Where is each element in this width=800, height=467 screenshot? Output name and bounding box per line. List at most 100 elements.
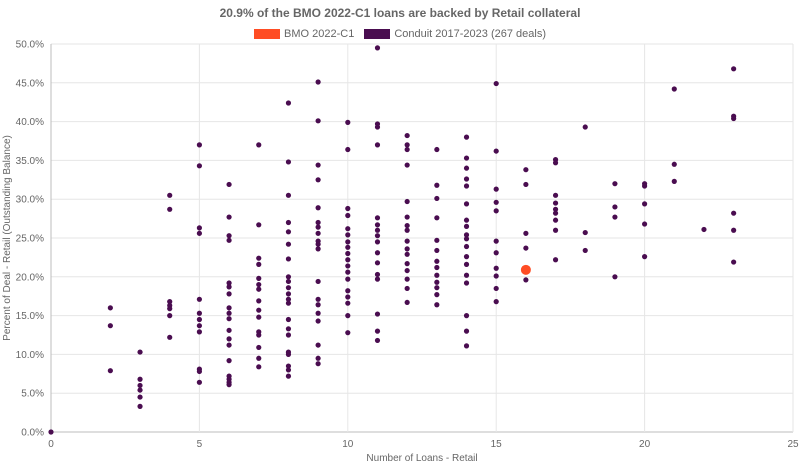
conduit-point[interactable] [315,205,321,211]
conduit-point[interactable] [226,233,232,239]
conduit-point[interactable] [285,278,292,285]
conduit-point[interactable] [315,118,321,124]
conduit-point[interactable] [196,368,202,375]
conduit-point[interactable] [374,276,381,282]
conduit-point[interactable] [582,124,588,130]
conduit-point[interactable] [345,250,351,257]
conduit-point[interactable] [374,124,381,130]
conduit-point[interactable] [463,134,470,140]
conduit-point[interactable] [345,232,351,238]
conduit-point[interactable] [404,222,410,229]
conduit-point[interactable] [256,314,262,320]
conduit-point[interactable] [434,272,440,278]
conduit-point[interactable] [404,299,410,306]
conduit-point[interactable] [315,318,321,324]
conduit-point[interactable] [434,285,440,291]
conduit-point[interactable] [315,241,321,247]
conduit-point[interactable] [434,292,440,298]
conduit-point[interactable] [374,260,381,266]
conduit-point[interactable] [701,226,707,233]
conduit-point[interactable] [404,267,410,274]
conduit-point[interactable] [463,313,470,319]
conduit-point[interactable] [345,146,351,153]
conduit-point[interactable] [434,258,440,264]
conduit-point[interactable] [256,281,262,288]
conduit-point[interactable] [256,332,262,338]
conduit-point[interactable] [493,186,499,192]
conduit-point[interactable] [404,142,410,148]
conduit-point[interactable] [523,245,529,251]
conduit-point[interactable] [731,66,737,72]
conduit-point[interactable] [315,224,321,230]
conduit-point[interactable] [285,100,292,106]
conduit-point[interactable] [285,229,292,235]
conduit-point[interactable] [463,236,470,242]
conduit-point[interactable] [285,373,292,379]
conduit-point[interactable] [226,305,232,311]
conduit-point[interactable] [642,254,648,260]
conduit-point[interactable] [731,227,737,233]
conduit-point[interactable] [196,323,202,329]
conduit-point[interactable] [463,343,470,349]
conduit-point[interactable] [345,257,351,263]
conduit-point[interactable] [196,142,202,148]
conduit-point[interactable] [463,155,470,161]
conduit-point[interactable] [167,299,173,305]
conduit-point[interactable] [612,274,618,280]
conduit-point[interactable] [167,334,173,340]
conduit-point[interactable] [285,285,292,291]
conduit-point[interactable] [315,310,321,316]
conduit-point[interactable] [493,250,499,256]
bmo-point[interactable] [520,264,531,275]
conduit-point[interactable] [256,364,262,370]
conduit-point[interactable] [434,182,440,188]
conduit-point[interactable] [345,205,351,212]
conduit-point[interactable] [167,192,173,198]
conduit-point[interactable] [256,355,262,361]
conduit-point[interactable] [523,277,529,283]
conduit-point[interactable] [552,160,559,166]
conduit-point[interactable] [463,261,470,267]
conduit-point[interactable] [404,251,410,257]
conduit-point[interactable] [285,291,292,297]
conduit-point[interactable] [256,261,262,267]
conduit-point[interactable] [315,79,321,85]
conduit-point[interactable] [582,247,588,254]
conduit-point[interactable] [345,269,351,275]
conduit-point[interactable] [731,259,737,265]
conduit-point[interactable] [493,148,499,154]
conduit-point[interactable] [196,316,202,323]
conduit-point[interactable] [167,306,173,312]
conduit-point[interactable] [374,311,381,317]
conduit-point[interactable] [226,310,232,316]
conduit-point[interactable] [374,45,381,51]
conduit-point[interactable] [315,162,321,168]
conduit-point[interactable] [731,210,737,216]
conduit-point[interactable] [256,298,262,304]
conduit-point[interactable] [404,246,410,252]
conduit-point[interactable] [256,307,262,313]
conduit-point[interactable] [374,227,381,233]
conduit-point[interactable] [315,177,321,183]
conduit-point[interactable] [434,302,440,308]
conduit-point[interactable] [196,230,202,236]
conduit-point[interactable] [315,296,321,302]
conduit-point[interactable] [493,208,499,214]
conduit-point[interactable] [226,342,232,348]
conduit-point[interactable] [285,274,292,280]
conduit-point[interactable] [374,142,381,148]
conduit-point[interactable] [374,328,381,334]
conduit-point[interactable] [434,146,440,153]
conduit-point[interactable] [552,200,559,206]
conduit-point[interactable] [167,313,173,319]
conduit-point[interactable] [315,302,321,308]
conduit-point[interactable] [226,382,232,388]
conduit-point[interactable] [285,326,292,332]
conduit-point[interactable] [463,254,470,260]
conduit-point[interactable] [404,285,410,292]
conduit-point[interactable] [285,316,292,323]
conduit-point[interactable] [434,215,440,221]
conduit-point[interactable] [434,195,440,202]
conduit-point[interactable] [196,296,202,302]
conduit-point[interactable] [315,361,321,367]
